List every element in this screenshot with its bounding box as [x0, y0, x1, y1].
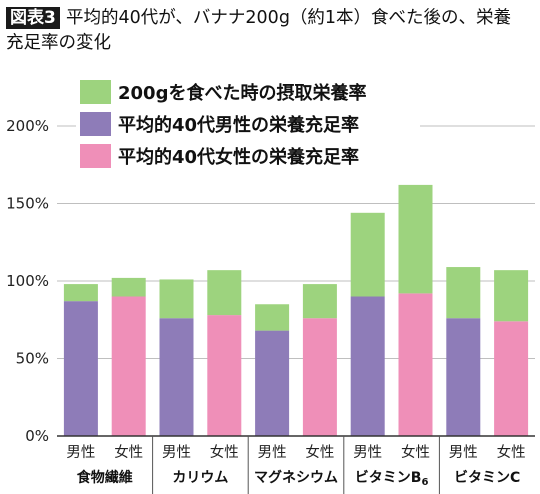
bars	[63, 184, 529, 436]
x-sex-label: 男性	[162, 444, 191, 461]
y-tick-label: 0%	[25, 427, 49, 445]
x-group-label: カリウム	[172, 470, 228, 486]
x-group-label: ビタミンB6	[355, 470, 429, 488]
bar-female-base	[398, 293, 433, 436]
bar-male-base	[446, 318, 481, 436]
bar-added-intake	[207, 270, 242, 316]
bar-male-base	[63, 301, 98, 436]
bar-added-intake	[302, 284, 337, 319]
legend-swatch	[80, 144, 111, 168]
y-tick-label: 200%	[6, 117, 49, 135]
x-sex-label: 女性	[305, 443, 334, 461]
bar-female-base	[207, 315, 242, 436]
x-sex-label: 男性	[353, 444, 382, 461]
x-sex-label: 女性	[497, 443, 526, 461]
x-group-label: マグネシウム	[254, 469, 338, 486]
legend-label: 平均的40代男性の栄養充足率	[118, 114, 359, 136]
bar-added-intake	[159, 279, 194, 319]
chart-header: 図表3 平均的40代が、バナナ200g（約1本）食べた後の、栄養 充足率の変化	[6, 4, 534, 54]
x-group-label: ビタミンC	[454, 470, 520, 486]
legend-swatch	[80, 112, 111, 136]
legend: 200gを食べた時の摂取栄養率平均的40代男性の栄養充足率平均的40代女性の栄養…	[76, 77, 420, 175]
x-sex-label: 男性	[449, 444, 478, 461]
legend-label: 平均的40代女性の栄養充足率	[118, 146, 359, 168]
x-group-label: 食物繊維	[77, 469, 133, 486]
bar-added-intake	[255, 304, 290, 331]
x-sex-label: 男性	[66, 444, 95, 461]
x-sex-label: 女性	[114, 443, 143, 461]
x-sex-label: 女性	[401, 443, 430, 461]
bar-added-intake	[446, 267, 481, 319]
x-sex-label: 男性	[258, 444, 287, 461]
bar-female-base	[111, 296, 146, 436]
bar-added-intake	[398, 184, 433, 294]
bar-added-intake	[494, 270, 529, 322]
bar-female-base	[302, 318, 337, 436]
bar-male-base	[255, 330, 290, 436]
bar-added-intake	[350, 212, 385, 297]
legend-label: 200gを食べた時の摂取栄養率	[118, 82, 366, 104]
bar-female-base	[494, 321, 529, 436]
chart-title-line-2: 充足率の変化	[6, 33, 111, 53]
y-tick-label: 100%	[6, 272, 49, 290]
bar-added-intake	[63, 284, 98, 302]
y-tick-label: 150%	[6, 195, 49, 213]
legend-background	[76, 77, 420, 175]
legend-swatch	[80, 80, 111, 104]
x-sex-label: 女性	[210, 443, 239, 461]
bar-male-base	[159, 318, 194, 436]
bar-added-intake	[111, 277, 146, 297]
y-tick-label: 50%	[16, 350, 49, 368]
bar-male-base	[350, 296, 385, 436]
axes: 0% 50% 100% 150% 200% 男性 女性 男性 女性 男性 女性 男性 女性 男性 女性食物繊…	[6, 117, 535, 494]
chart-title-line-1: 平均的40代が、バナナ200g（約1本）食べた後の、栄養	[66, 8, 512, 28]
figure-label: 図表3	[6, 7, 60, 29]
